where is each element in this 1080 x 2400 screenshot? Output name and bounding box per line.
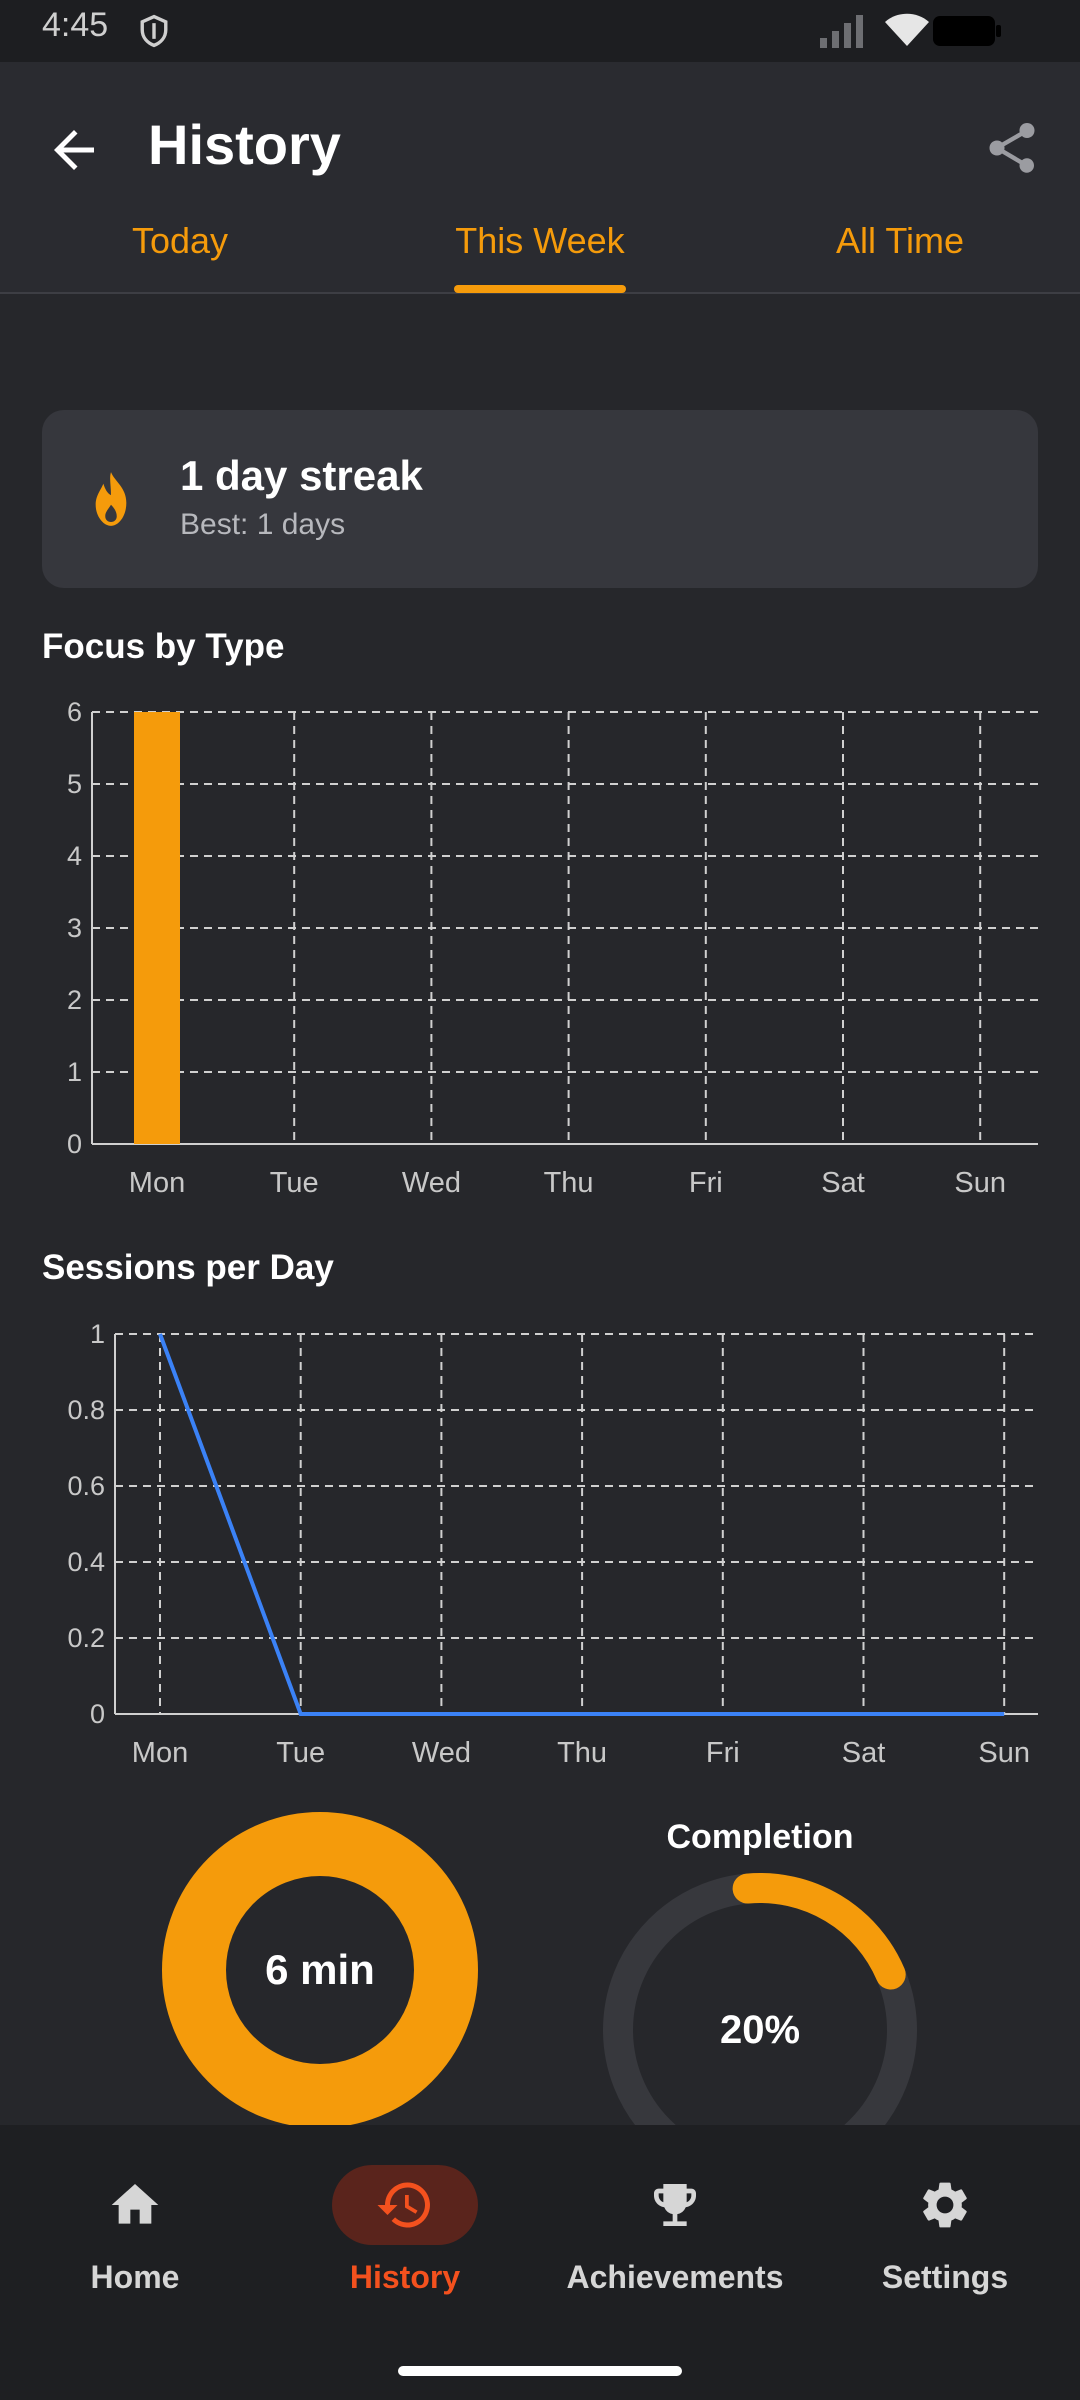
completion-value: 20% [719, 2008, 801, 2052]
page-title: History [148, 113, 341, 176]
wifi-icon [885, 13, 929, 46]
nav-home-icon-wrap [62, 2165, 208, 2245]
focus-chart-title: Focus by Type [42, 627, 285, 666]
x-tick-label: Mon [129, 1167, 185, 1199]
y-tick-label: 0 [67, 1129, 82, 1159]
share-icon[interactable] [982, 118, 1042, 178]
gauge-progress [732, 1873, 906, 1990]
status-bar: 4:45 [0, 0, 1080, 62]
home-icon [111, 2184, 159, 2224]
y-tick-label: 6 [67, 697, 82, 727]
tab-today[interactable]: Today [131, 220, 229, 261]
period-tabs: Today This Week All Time [0, 180, 1080, 294]
y-tick-label: 0 [90, 1699, 105, 1729]
x-tick-label: Fri [689, 1167, 723, 1199]
nav-achievements[interactable]: Achievements [540, 2165, 810, 2296]
shield-icon [140, 14, 168, 48]
bar [134, 712, 180, 1144]
sessions-line [158, 1333, 1005, 1716]
nav-achievements-icon-wrap [602, 2165, 748, 2245]
x-tick-label: Mon [132, 1737, 188, 1769]
nav-settings-label: Settings [881, 2259, 1009, 2295]
x-tick-label: Wed [412, 1737, 471, 1769]
nav-achievements-label: Achievements [566, 2259, 784, 2295]
x-tick-label: Fri [706, 1737, 740, 1769]
flame-icon [95, 472, 127, 526]
status-time: 4:45 [42, 6, 109, 44]
y-tick-label: 0.2 [67, 1623, 105, 1653]
nav-history-label: History [349, 2259, 461, 2295]
gear-icon [923, 2182, 967, 2228]
nav-settings[interactable]: Settings [810, 2165, 1080, 2296]
nav-home-label: Home [90, 2259, 180, 2295]
y-tick-label: 1 [67, 1057, 82, 1087]
x-tick-label: Sun [978, 1737, 1030, 1769]
bottom-navigation: Home History Achievements Settings [0, 2125, 1080, 2400]
app-bar: History [0, 62, 1080, 292]
x-tick-label: Sun [954, 1167, 1006, 1199]
total-time-ring [162, 1812, 478, 2128]
nav-history[interactable]: History [270, 2165, 540, 2296]
focus-bar-chart: 0 1 2 3 4 5 6 Mon Tue Wed Thu Fri Sat Sun [67, 697, 1038, 1199]
x-tick-label: Wed [402, 1167, 461, 1199]
sessions-chart-title: Sessions per Day [42, 1248, 334, 1287]
signal-icon [820, 15, 863, 48]
y-tick-label: 0.4 [67, 1547, 105, 1577]
tab-this-week[interactable]: This Week [455, 220, 625, 261]
x-tick-label: Tue [270, 1167, 319, 1199]
streak-title: 1 day streak [180, 452, 423, 499]
nav-history-icon-wrap [332, 2165, 478, 2245]
tab-indicator [454, 285, 626, 293]
total-time-label: 6 min [265, 1946, 375, 1993]
streak-card: 1 day streak Best: 1 days [42, 410, 1038, 588]
y-tick-label: 5 [67, 769, 82, 799]
tab-all-time[interactable]: All Time [835, 220, 965, 261]
nav-settings-icon-wrap [872, 2165, 1018, 2245]
nav-home[interactable]: Home [0, 2165, 270, 2296]
x-tick-label: Thu [557, 1737, 607, 1769]
y-tick-label: 0.8 [67, 1395, 105, 1425]
home-indicator [398, 2366, 682, 2376]
y-tick-label: 2 [67, 985, 82, 1015]
y-tick-label: 4 [67, 841, 82, 871]
y-tick-label: 0.6 [67, 1471, 105, 1501]
x-tick-label: Sat [842, 1737, 886, 1769]
sessions-line-chart: 0 0.2 0.4 0.6 0.8 1 Mon Tue Wed Thu Fri Sat Sun [67, 1319, 1038, 1769]
completion-title: Completion [666, 1818, 854, 1856]
trophy-icon [654, 2184, 696, 2226]
y-tick-label: 3 [67, 913, 82, 943]
back-arrow-icon[interactable] [44, 120, 104, 180]
battery-icon [933, 16, 1001, 46]
streak-best: Best: 1 days [180, 508, 346, 541]
total-time-donut: 6 min [160, 1810, 480, 2130]
x-tick-label: Sat [821, 1167, 865, 1199]
x-tick-label: Tue [276, 1737, 325, 1769]
x-tick-label: Thu [544, 1167, 594, 1199]
y-tick-label: 1 [90, 1319, 105, 1349]
history-icon [377, 2182, 430, 2228]
